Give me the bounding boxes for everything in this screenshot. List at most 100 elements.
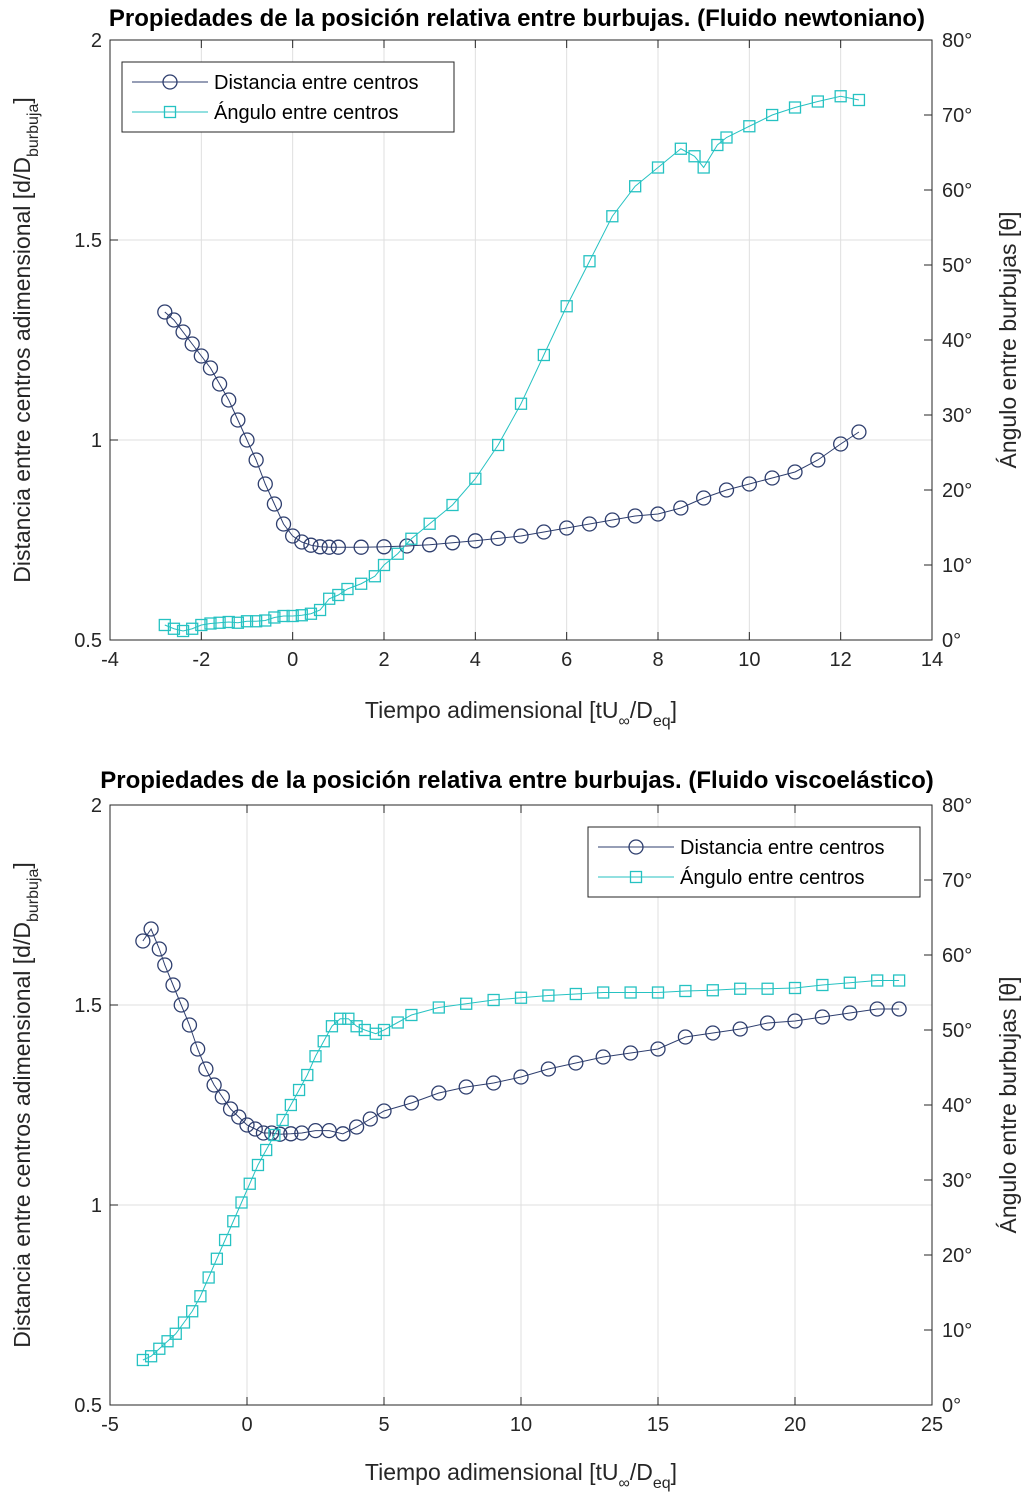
data-point-circle	[222, 1101, 239, 1117]
x-tick-label: 25	[921, 1414, 943, 1436]
data-point-square	[583, 255, 596, 268]
data-point-square	[334, 1012, 347, 1025]
data-point-square	[816, 978, 829, 992]
data-point-square	[304, 607, 318, 620]
data-point-square	[711, 138, 724, 152]
y-left-axis-label-main: Distancia entre centros adimensional [d/…	[9, 922, 35, 1348]
legend-marker-square	[629, 870, 643, 884]
data-point-square	[720, 131, 733, 144]
data-point-square	[651, 986, 665, 999]
data-point-circle	[294, 534, 310, 550]
data-point-circle	[198, 1061, 214, 1077]
data-point-square	[341, 582, 354, 596]
y-left-tick-label: 0.5	[74, 630, 102, 652]
data-point-circle	[891, 1001, 907, 1017]
data-point-square	[235, 1196, 248, 1209]
x-axis-label-sub1: ∞	[618, 713, 629, 730]
legend-marker-circle	[628, 839, 644, 855]
y-left-axis-label-end: ]	[9, 97, 35, 103]
data-point-square	[243, 1177, 256, 1190]
data-point-circle	[673, 500, 689, 516]
data-point-circle	[181, 1017, 198, 1033]
data-point-square	[268, 1128, 281, 1142]
y-right-tick-label: 70°	[942, 870, 972, 892]
y-left-tick-label: 2	[91, 30, 102, 52]
y-left-axis-label: Distancia entre centros adimensional [d/…	[9, 862, 42, 1347]
x-tick-label: 4	[470, 649, 481, 671]
data-point-square	[249, 615, 263, 628]
data-point-square	[342, 1012, 355, 1025]
data-point-circle	[285, 528, 301, 544]
series-2	[136, 974, 906, 1367]
data-point-circle	[536, 524, 552, 540]
data-point-circle	[190, 1041, 206, 1057]
x-tick-label: 15	[647, 1414, 669, 1436]
data-point-circle	[403, 1095, 420, 1111]
y-right-tick-label: 30°	[942, 405, 972, 427]
x-axis-label-sub1: ∞	[618, 1475, 629, 1492]
y-left-axis-label-end: ]	[9, 862, 35, 868]
x-tick-label: 14	[921, 649, 943, 671]
data-point-square	[446, 498, 459, 512]
data-point-circle	[718, 482, 735, 498]
data-point-square	[514, 991, 528, 1004]
data-point-square	[240, 615, 254, 628]
data-point-square	[251, 1158, 265, 1172]
y-right-axis-label: Ángulo entre burbujas [θ]	[995, 211, 1021, 468]
legend-marker-circle	[162, 74, 178, 90]
data-point-square	[260, 1143, 273, 1157]
data-point-square	[629, 180, 642, 193]
data-point-square	[788, 101, 802, 114]
x-axis-label-main: Tiempo adimensional [tU	[365, 697, 619, 723]
data-point-square	[231, 616, 245, 629]
data-point-circle	[330, 539, 346, 555]
data-point-circle	[842, 1005, 858, 1021]
data-point-square	[277, 609, 290, 623]
data-point-square	[325, 1020, 339, 1033]
x-tick-label: 2	[378, 649, 389, 671]
data-point-square	[469, 472, 482, 485]
data-point-circle	[255, 1125, 272, 1141]
data-point-square	[734, 982, 747, 995]
legend-label: Ángulo entre centros	[214, 101, 399, 124]
data-point-circle	[248, 452, 264, 468]
data-point-square	[313, 603, 327, 617]
data-point-square	[222, 615, 235, 629]
data-point-circle	[239, 432, 255, 448]
x-axis-label-mid: /D	[630, 697, 653, 723]
data-point-square	[309, 1050, 322, 1063]
y-right-axis-label: Ángulo entre burbujas [θ]	[995, 976, 1021, 1233]
data-point-circle	[787, 1013, 803, 1029]
data-point-circle	[595, 1049, 611, 1065]
data-point-circle	[422, 537, 438, 553]
data-point-square	[688, 150, 701, 163]
data-point-circle	[221, 392, 237, 408]
data-point-circle	[627, 508, 643, 524]
data-point-square	[268, 611, 281, 624]
data-point-square	[169, 1327, 182, 1340]
data-point-square	[202, 1271, 215, 1284]
y-right-tick-label: 0°	[942, 630, 961, 652]
data-point-square	[597, 986, 610, 999]
x-tick-label: 20	[784, 1414, 806, 1436]
x-axis-label-sub2: eq	[653, 1475, 671, 1492]
data-point-square	[204, 617, 217, 630]
y-right-tick-label: 80°	[942, 795, 972, 817]
data-point-square	[514, 397, 528, 410]
x-axis-label-mid: /D	[630, 1459, 653, 1485]
data-point-square	[292, 1083, 306, 1097]
y-right-tick-label: 80°	[942, 30, 972, 52]
data-point-square	[679, 984, 692, 998]
y-right-tick-label: 50°	[942, 1020, 972, 1042]
data-point-square	[811, 95, 824, 108]
chart-title: Propiedades de la posición relativa entr…	[100, 767, 934, 794]
data-point-circle	[173, 997, 189, 1013]
data-point-circle	[650, 1041, 666, 1057]
legend-box	[587, 826, 921, 898]
y-left-axis-label-sub: burbuja	[25, 104, 42, 157]
data-point-square	[301, 1068, 314, 1082]
y-left-tick-label: 1	[91, 1195, 102, 1217]
data-point-circle	[175, 324, 191, 340]
data-point-circle	[622, 1045, 639, 1061]
data-point-circle	[151, 941, 167, 957]
